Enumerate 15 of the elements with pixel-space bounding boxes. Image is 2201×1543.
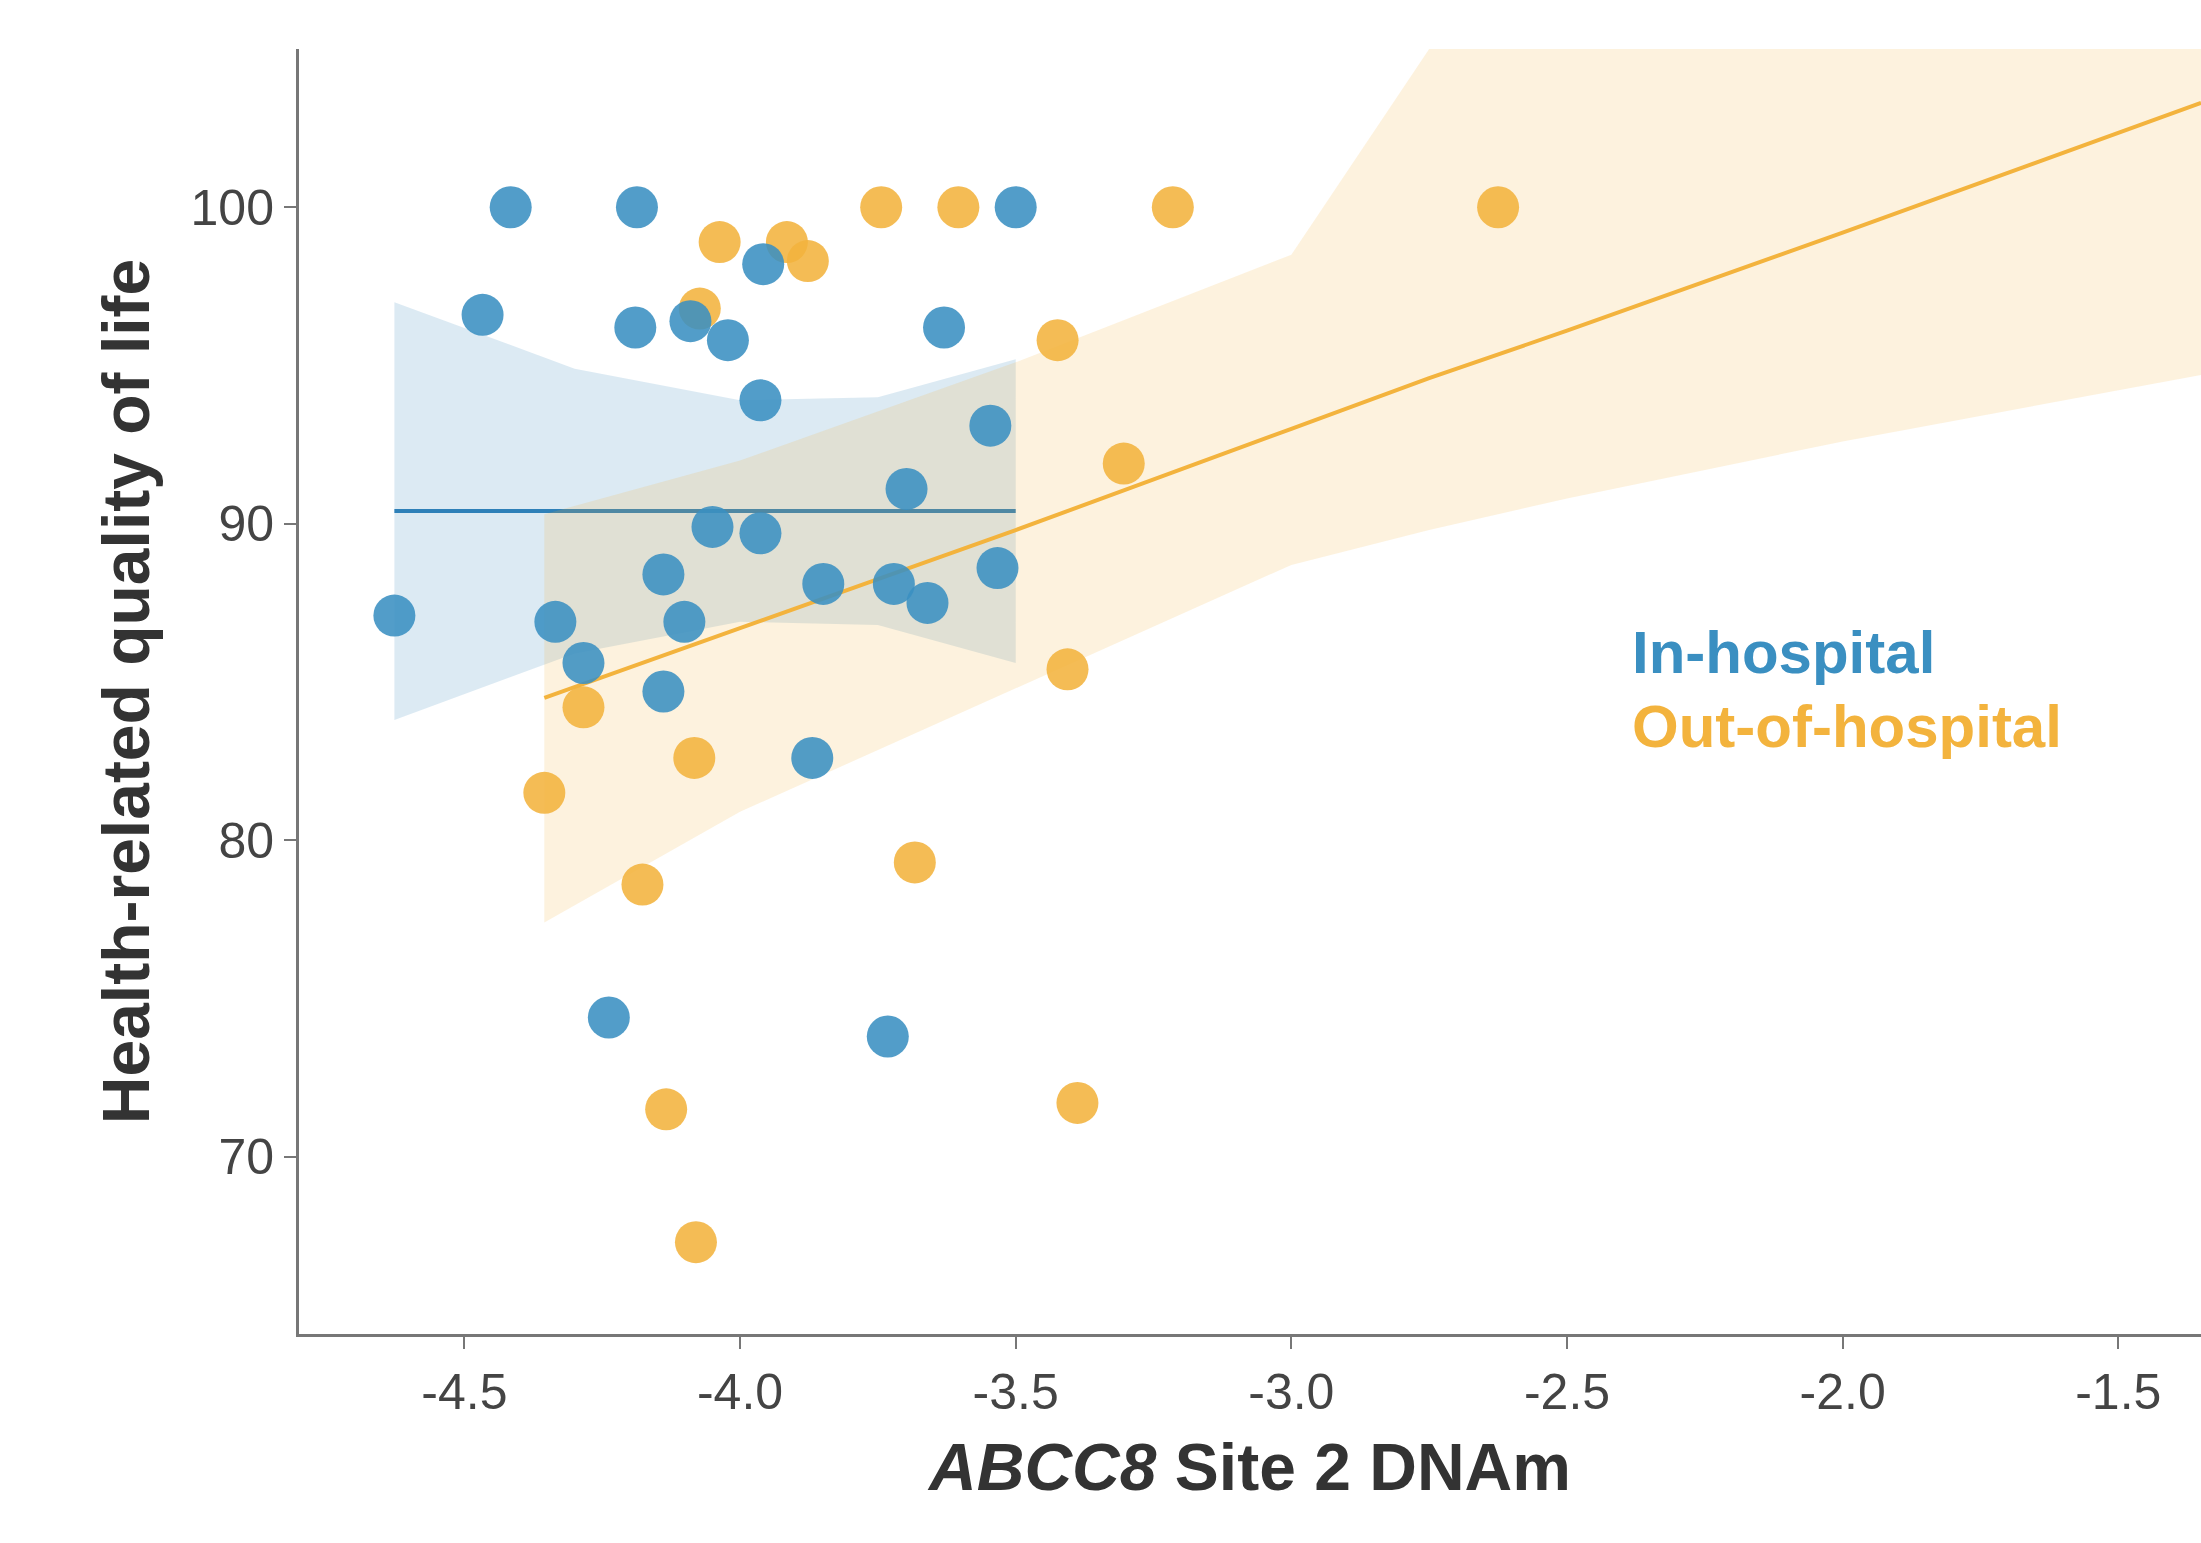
y-axis-title: Health-related quality of life — [88, 258, 163, 1125]
x-tick-label: -3.5 — [972, 1364, 1059, 1420]
x-tick-label: -2.0 — [1799, 1364, 1886, 1420]
text: Out-of-hospital — [1632, 693, 2062, 760]
x-tick-label: -4.0 — [696, 1364, 784, 1420]
y-tick-label: 90 — [218, 496, 274, 553]
y-tick-label: 70 — [218, 1129, 274, 1186]
x-tick-label: -2.5 — [1523, 1364, 1611, 1420]
x-tick-label: -4.5 — [421, 1364, 508, 1420]
x-tick-label: -3.0 — [1248, 1364, 1335, 1420]
x-axis-title: ABCC8 Site 2 DNAm — [927, 1429, 1571, 1504]
x-tick-label: -1.5 — [2075, 1364, 2162, 1420]
text: In-hospital — [1632, 619, 1936, 686]
y-tick-label: 80 — [218, 812, 274, 869]
y-tick-label: 100 — [190, 179, 274, 236]
